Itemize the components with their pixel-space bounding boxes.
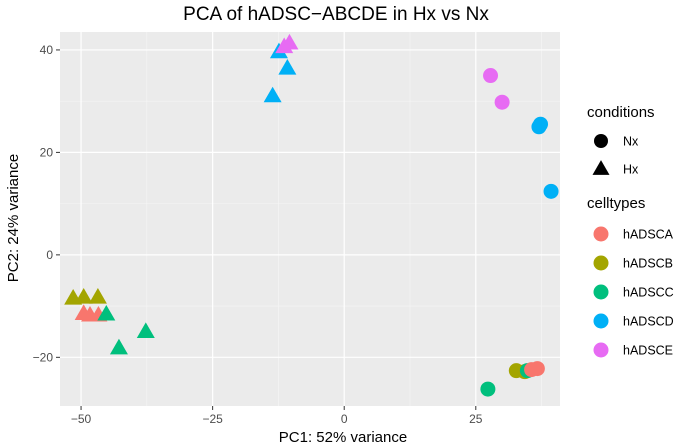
legend-celltype-label: hADSCC <box>623 286 674 300</box>
legend-conditions-title: conditions <box>587 104 655 121</box>
point-hadscc-hx <box>109 338 128 355</box>
y-axis-title: PC2: 24% variance <box>5 154 22 282</box>
point-hadscd-hx <box>263 86 282 103</box>
legend: conditions Nx Hx celltypes hADSCA hADSCB hADSC… <box>587 104 674 358</box>
legend-condition-label: Nx <box>623 135 639 149</box>
plot-panel <box>60 32 560 406</box>
y-tick-label: 0 <box>46 248 53 262</box>
legend-celltypes-title: celltypes <box>587 195 645 212</box>
y-tick-label: 20 <box>40 145 54 159</box>
legend-color-swatch <box>593 226 609 242</box>
x-tick-label: −50 <box>71 412 92 426</box>
chart-title: PCA of hADSC−ABCDE in Hx vs Nx <box>183 4 489 25</box>
x-axis-title: PC1: 52% variance <box>279 429 407 446</box>
point-hadscb-hx <box>88 288 107 304</box>
legend-condition-label: Hx <box>623 163 639 177</box>
point-hadsce-nx <box>483 68 499 84</box>
point-hadscd-nx <box>543 183 559 199</box>
axis-ticks: −50 −25 0 25 −20 0 20 40 <box>33 43 483 426</box>
point-hadscc-nx <box>480 381 496 397</box>
point-hadscd-hx <box>278 59 297 75</box>
legend-color-swatch <box>593 255 609 271</box>
point-hadscc-hx <box>97 304 116 321</box>
point-hadsce-nx <box>494 94 510 110</box>
legend-triangle-icon <box>592 160 610 175</box>
grid-lines <box>60 32 560 406</box>
legend-color-swatch <box>593 284 609 300</box>
data-points <box>64 33 559 397</box>
legend-celltype-label: hADSCD <box>623 315 674 329</box>
point-hadsca-nx <box>529 361 545 377</box>
legend-color-swatch <box>593 342 609 358</box>
legend-celltype-label: hADSCB <box>623 257 673 271</box>
point-hadsce-hx <box>280 33 299 50</box>
legend-celltype-label: hADSCA <box>623 228 674 242</box>
point-hadscd-nx <box>533 116 549 132</box>
legend-color-swatch <box>593 313 609 329</box>
panel-background <box>60 32 560 406</box>
x-tick-label: −25 <box>202 412 223 426</box>
legend-circle-icon <box>594 134 608 148</box>
x-tick-label: 0 <box>341 412 348 426</box>
point-hadscc-hx <box>136 322 155 338</box>
point-hadscb-hx <box>74 288 93 304</box>
x-tick-label: 25 <box>469 412 483 426</box>
y-tick-label: −20 <box>33 350 54 364</box>
y-tick-label: 40 <box>40 43 54 57</box>
legend-celltype-label: hADSCE <box>623 344 673 358</box>
